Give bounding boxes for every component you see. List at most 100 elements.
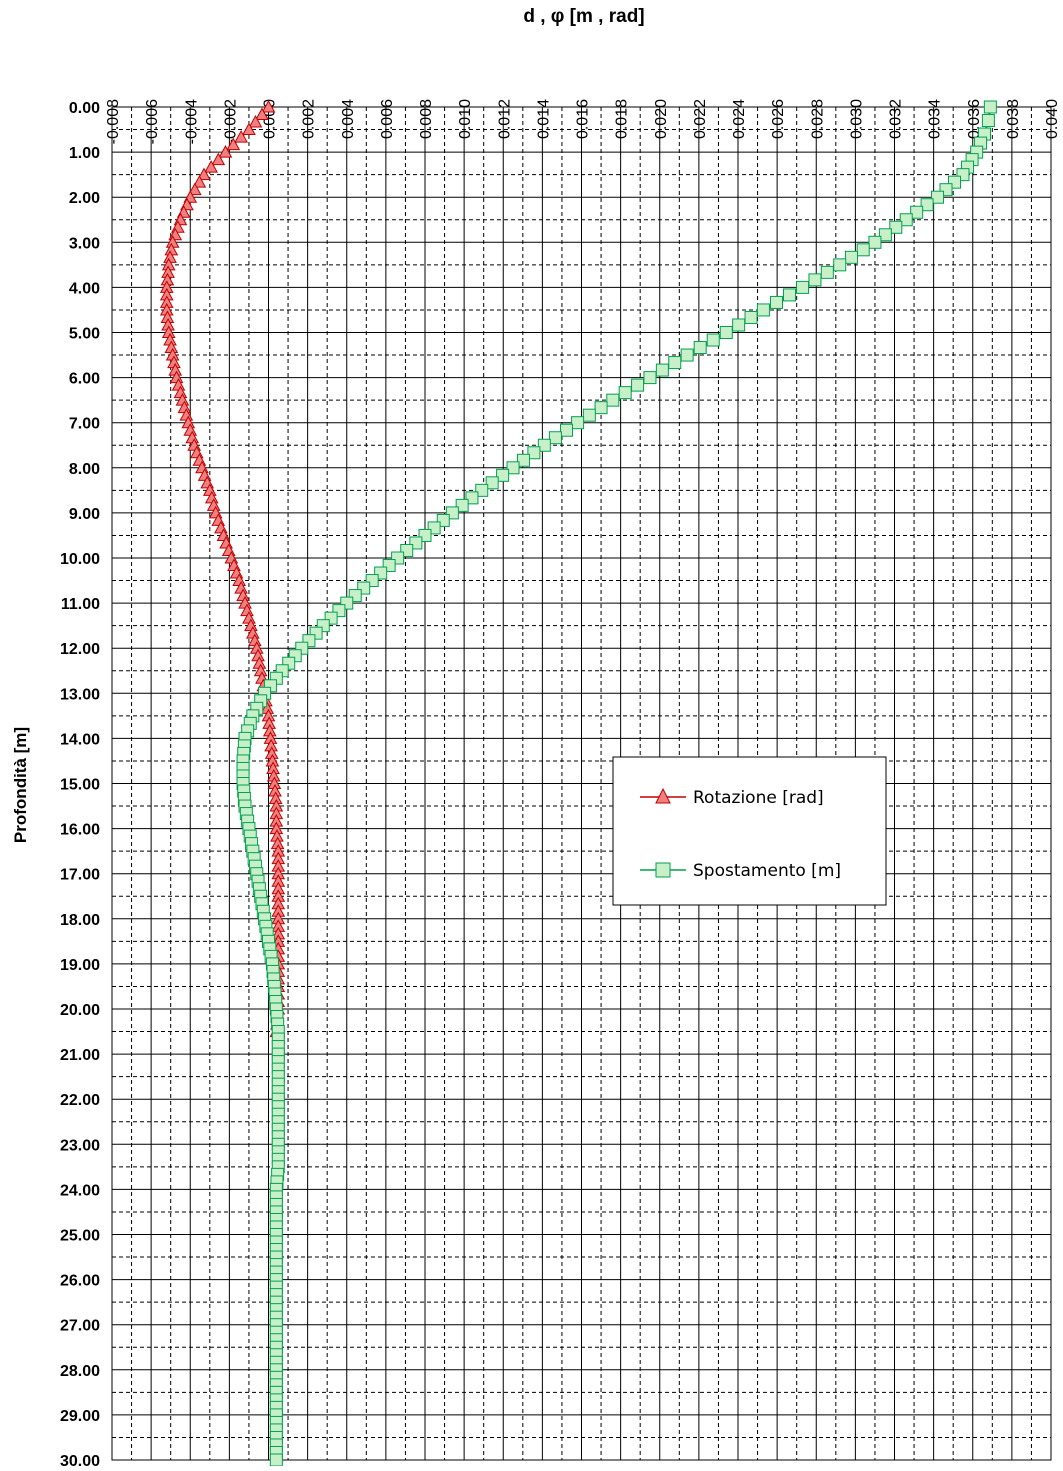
- data-point-square: [571, 416, 585, 430]
- x-tick-label: 0.008: [418, 99, 435, 139]
- data-point-square: [548, 431, 562, 445]
- legend-box: [612, 756, 887, 906]
- x-tick-label: 0.012: [496, 99, 513, 139]
- y-tick-label: 10.00: [60, 551, 100, 568]
- y-tick-label: 11.00: [61, 596, 100, 613]
- data-point-square: [643, 371, 657, 385]
- y-tick-label: 12.00: [60, 641, 100, 658]
- data-point-square: [889, 220, 903, 234]
- x-tick-label: 0.010: [457, 99, 474, 139]
- x-tick-labels: -0.008 -0.006 -0.004 -0.002 0.000 0.002 0.004 0…: [105, 99, 1061, 144]
- data-point-square: [496, 468, 510, 482]
- legend-triangle-icon: [655, 787, 671, 804]
- x-tick-label: -0.002: [222, 99, 239, 144]
- data-point-triangle: [234, 130, 248, 143]
- x-tick-label: 0.028: [809, 99, 826, 139]
- series-group: [159, 99, 997, 1467]
- y-tick-label: 28.00: [60, 1363, 100, 1380]
- data-point-square: [455, 498, 469, 512]
- y-tick-label: 7.00: [69, 416, 100, 433]
- y-tick-label: 23.00: [60, 1137, 100, 1154]
- data-point-square: [516, 453, 530, 467]
- data-point-square: [910, 205, 924, 219]
- data-point-square: [594, 401, 608, 415]
- y-tick-label: 20.00: [60, 1002, 100, 1019]
- y-tick-label: 29.00: [60, 1408, 100, 1425]
- y-tick-label: 25.00: [60, 1228, 100, 1245]
- data-point-square: [796, 280, 810, 294]
- data-point-square: [868, 235, 882, 249]
- y-tick-label: 5.00: [69, 326, 100, 343]
- y-tick-label: 13.00: [60, 686, 100, 703]
- data-point-square: [655, 363, 669, 377]
- y-axis-label: Profondità [m]: [11, 727, 30, 843]
- data-point-triangle: [211, 152, 226, 166]
- data-point-square: [537, 438, 551, 452]
- data-point-square: [983, 100, 997, 114]
- data-point-square: [719, 326, 733, 339]
- data-point-square: [833, 258, 847, 272]
- data-point-square: [706, 333, 720, 347]
- data-point-square: [582, 408, 596, 422]
- x-tick-label: 0.014: [535, 99, 552, 139]
- legend-square-icon: [655, 862, 671, 878]
- data-point-square: [844, 250, 858, 264]
- data-point-square: [668, 356, 682, 370]
- data-point-square: [981, 114, 995, 128]
- data-point-square: [485, 476, 499, 490]
- y-tick-label: 26.00: [60, 1273, 100, 1290]
- legend-label-rotazione: Rotazione [rad]: [693, 788, 824, 808]
- y-tick-label: 30.00: [60, 1453, 100, 1466]
- y-tick-label: 24.00: [60, 1182, 100, 1199]
- data-point-triangle: [261, 99, 276, 113]
- y-tick-label: 2.00: [69, 190, 100, 207]
- y-tick-label: 22.00: [60, 1092, 100, 1109]
- x-tick-label: -0.006: [144, 99, 161, 144]
- data-point-triangle: [204, 160, 218, 173]
- data-point-triangle: [242, 122, 256, 136]
- data-point-square: [680, 348, 694, 362]
- y-tick-label: 14.00: [60, 731, 100, 748]
- data-point-triangle: [187, 182, 202, 196]
- y-tick-label: 16.00: [60, 822, 100, 839]
- legend: Rotazione [rad] Spostamento [m]: [612, 756, 887, 906]
- data-point-square: [475, 483, 489, 497]
- x-tick-label: -0.008: [105, 99, 122, 144]
- data-point-triangle: [197, 167, 211, 181]
- data-point-square: [744, 310, 758, 324]
- y-tick-label: 1.00: [69, 145, 100, 162]
- data-point-square: [856, 243, 870, 257]
- data-point-triangle: [255, 107, 269, 121]
- x-tick-label: 0.024: [731, 99, 748, 139]
- data-point-square: [808, 273, 822, 287]
- y-tick-label: 9.00: [69, 506, 100, 523]
- x-tick-label: 0.018: [614, 99, 631, 139]
- y-tick-label: 8.00: [69, 461, 100, 478]
- legend-item-spostamento: Spostamento [m]: [640, 861, 841, 881]
- y-tick-label: 3.00: [69, 235, 100, 252]
- data-point-square: [631, 378, 645, 392]
- x-tick-label: -0.004: [183, 99, 200, 144]
- data-point-square: [693, 341, 707, 355]
- data-point-square: [269, 1453, 283, 1467]
- legend-label-spostamento: Spostamento [m]: [693, 861, 841, 881]
- x-tick-label: 0.034: [927, 99, 944, 139]
- x-tick-label: 0.032: [888, 99, 905, 139]
- x-tick-label: 0.040: [1044, 99, 1061, 139]
- x-tick-label: 0.026: [770, 99, 787, 139]
- data-point-square: [618, 386, 632, 400]
- data-point-triangle: [218, 145, 233, 158]
- x-tick-label: 0.006: [379, 99, 396, 139]
- x-tick-label: 0.016: [575, 99, 592, 139]
- chart-title: d , φ [m , rad]: [523, 6, 644, 27]
- data-point-square: [820, 265, 834, 279]
- y-tick-label: 21.00: [60, 1047, 100, 1064]
- x-tick-label: 0.004: [340, 99, 357, 139]
- y-tick-label: 15.00: [60, 777, 100, 794]
- x-tick-label: 0.038: [1005, 99, 1022, 139]
- data-point-square: [506, 461, 520, 475]
- y-tick-label: 27.00: [60, 1318, 100, 1335]
- data-point-square: [931, 190, 945, 204]
- y-tick-label: 17.00: [60, 867, 100, 884]
